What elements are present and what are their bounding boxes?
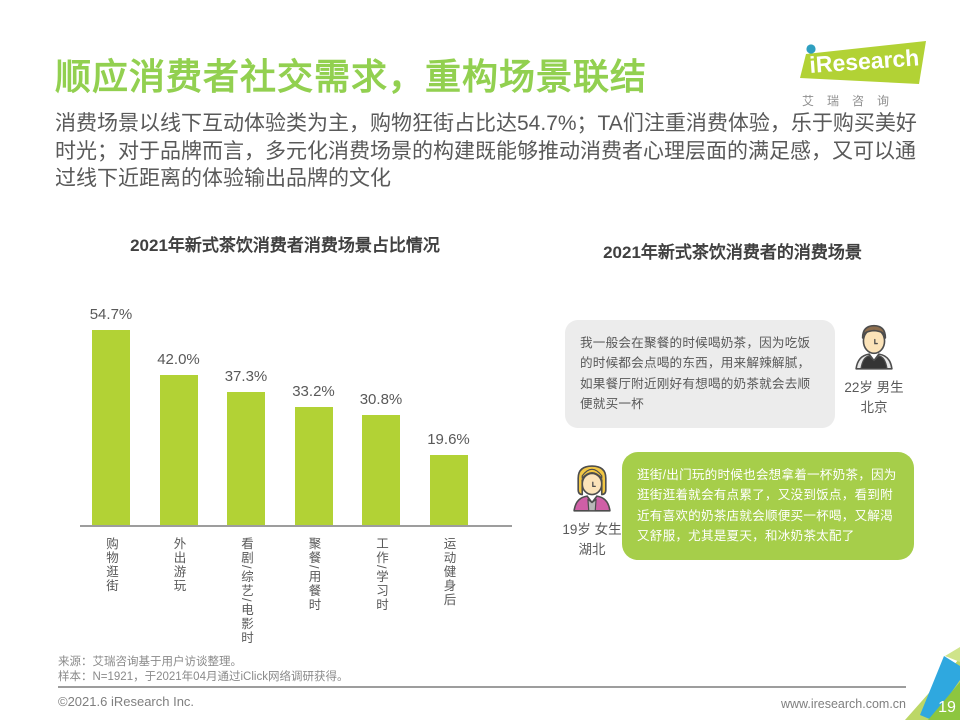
bar-category-label-0: 购物逛街 xyxy=(104,537,118,593)
female-avatar-icon xyxy=(573,465,611,512)
persona-male-age-gender: 22岁 男生 xyxy=(844,380,904,395)
bar-category-label-4: 工作/学习时 xyxy=(374,537,388,612)
persona-male-location: 北京 xyxy=(860,399,888,415)
bar-value-label-3: 33.2% xyxy=(292,382,335,400)
bar-value-label-4: 30.8% xyxy=(359,391,403,409)
corner-triangles-icon: 19 xyxy=(905,647,960,720)
persona-female: 19岁 女生 湖北 xyxy=(550,462,634,559)
intro-paragraph: 消费场景以线下互动体验类为主，购物狂街占比达54.7%；TA们注重消费体验，乐于… xyxy=(55,112,917,191)
persona-male-caption: 22岁 男生 北京 xyxy=(832,378,916,417)
bar-category-label-5: 运动健身后 xyxy=(441,537,456,607)
persona-male: 22岁 男生 北京 xyxy=(832,320,916,417)
footer-copyright: ©2021.6 iResearch Inc. xyxy=(58,694,195,709)
footer-sample-note: 样本：N=1921，于2021年04月通过iClick网络调研获得。 xyxy=(58,671,349,683)
persona-female-location: 湖北 xyxy=(578,541,606,557)
bar-value-label-1: 42.0% xyxy=(157,351,200,369)
footer-website-link[interactable]: www.iresearch.com.cn xyxy=(780,697,906,711)
footer-source-note: 来源：艾瑞咨询基于用户访谈整理。 xyxy=(58,656,242,668)
bar-plot: 54.7% 42.0% 37.3% 33.2% 30.8% 19.6% xyxy=(80,295,512,527)
bar-category-label-2: 看剧/综艺/电影时 xyxy=(239,537,253,645)
iresearch-logo-icon: iResearch xyxy=(800,41,926,84)
persona-female-caption: 19岁 女生 湖北 xyxy=(550,520,634,559)
bar-value-label-0: 54.7% xyxy=(89,306,133,324)
page-number: 19 xyxy=(938,699,956,716)
page-title: 顺应消费者社交需求，重构场景联结 xyxy=(55,56,648,97)
logo-caption: 艾瑞咨询 xyxy=(802,94,903,108)
quote-bubble-male: 我一般会在聚餐的时候喝奶茶，因为吃饭的时候都会点喝的东西，用来解辣解腻，如果餐厅… xyxy=(565,320,835,428)
bar-category-labels: 购物逛街 外出游玩 看剧/综艺/电影时 聚餐/用餐时 工作/学习时 运动健身后 xyxy=(80,537,512,667)
iresearch-logo: iResearch 艾瑞咨询 xyxy=(800,40,928,108)
bar-2 xyxy=(227,392,265,525)
persona-female-age-gender: 19岁 女生 xyxy=(562,522,622,537)
bar-4 xyxy=(362,415,400,525)
bar-category-label-3: 聚餐/用餐时 xyxy=(306,537,321,612)
bar-0 xyxy=(92,330,130,525)
bar-value-label-2: 37.3% xyxy=(224,368,268,386)
quotes-section-title: 2021年新式茶饮消费者的消费场景 xyxy=(603,243,862,262)
footer-divider xyxy=(58,686,906,688)
bar-category-label-1: 外出游玩 xyxy=(171,537,186,593)
page-corner-decoration: 19 xyxy=(850,600,960,720)
bar-5 xyxy=(429,455,468,525)
bar-chart-title: 2021年新式茶饮消费者消费场景占比情况 xyxy=(130,236,440,255)
bar-3 xyxy=(294,406,333,525)
quote-bubble-female: 逛街/出门玩的时候也会想拿着一杯奶茶，因为逛街逛着就会有点累了，又没到饭点，看到… xyxy=(622,452,914,560)
bar-value-label-5: 19.6% xyxy=(427,431,470,449)
bar-1 xyxy=(159,375,198,525)
male-avatar-icon xyxy=(855,324,893,370)
